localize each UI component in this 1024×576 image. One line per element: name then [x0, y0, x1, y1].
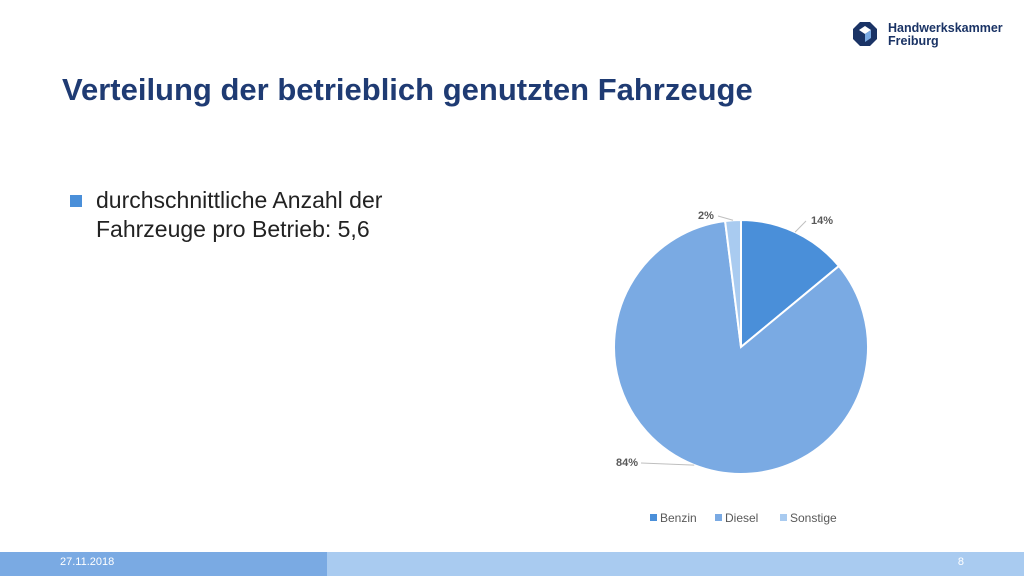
leader-line-sonstige	[717, 215, 734, 221]
data-label-benzin: 14%	[811, 215, 833, 227]
footer-date: 27.11.2018	[60, 556, 115, 568]
legend-label-benzin: Benzin	[660, 511, 697, 525]
bullet-list: durchschnittliche Anzahl der Fahrzeuge p…	[70, 186, 470, 244]
bullet-square-icon	[70, 195, 82, 207]
legend-entry-benzin: Benzin	[650, 511, 697, 525]
logo-line1: Handwerkskammer	[888, 21, 1003, 35]
footer-bar-left	[0, 552, 327, 576]
legend-entry-diesel: Diesel	[715, 511, 758, 525]
page-number: 8	[957, 556, 964, 568]
pie-chart: 14% 84% 2% Benzin Diesel Sonstige	[613, 210, 869, 525]
legend-swatch-benzin	[650, 514, 657, 521]
legend-entry-sonstige: Sonstige	[780, 511, 837, 525]
legend-swatch-sonstige	[780, 514, 787, 521]
bullet-text: durchschnittliche Anzahl der Fahrzeuge p…	[96, 187, 383, 242]
data-label-sonstige: 2%	[698, 210, 714, 222]
leader-line-benzin	[794, 220, 807, 233]
bullet-item: durchschnittliche Anzahl der Fahrzeuge p…	[70, 186, 470, 244]
logo: Handwerkskammer Freiburg	[852, 21, 1012, 51]
pie-slice-sonstige	[723, 218, 742, 348]
slide-title: Verteilung der betrieblich genutzten Fah…	[62, 72, 753, 107]
legend-label-sonstige: Sonstige	[790, 511, 837, 525]
legend-swatch-diesel	[715, 514, 722, 521]
leader-line-diesel	[640, 462, 695, 466]
footer-bar-right	[327, 552, 1024, 576]
logo-line2: Freiburg	[888, 34, 939, 48]
handwerkskammer-logo-icon	[853, 22, 877, 46]
logo-text: Handwerkskammer Freiburg	[888, 22, 1003, 48]
data-label-diesel: 84%	[616, 457, 638, 469]
legend-label-diesel: Diesel	[725, 511, 758, 525]
pie-slice-benzin	[740, 218, 841, 350]
